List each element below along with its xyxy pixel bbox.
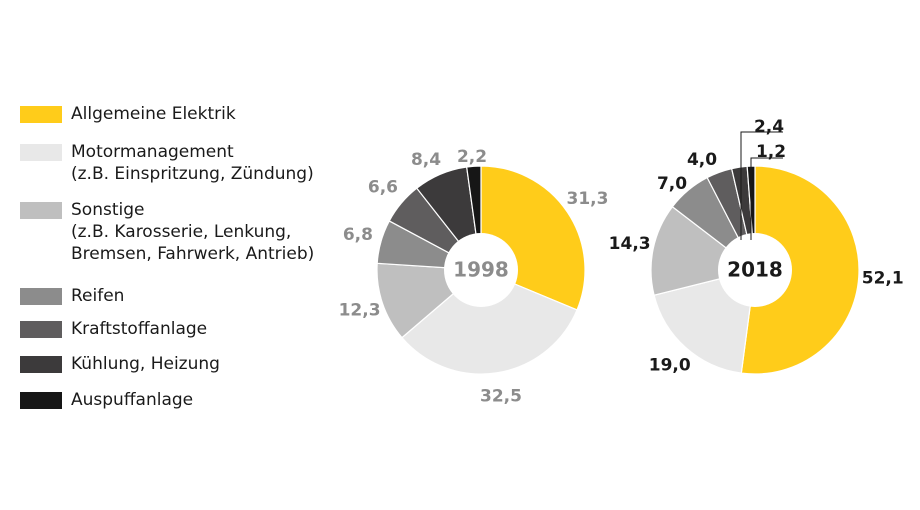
legend-swatch: [20, 392, 62, 409]
data-label: 1,2: [756, 142, 786, 162]
legend-item: Kraftstoffanlage: [20, 318, 401, 340]
data-label: 2,4: [754, 117, 784, 137]
data-label: 52,1: [862, 268, 904, 288]
legend-item: Sonstige (z.B. Karosserie, Lenkung, Brems…: [20, 199, 401, 265]
legend-swatch: [20, 321, 62, 338]
data-label: 32,5: [480, 386, 522, 406]
donut-hole: [444, 233, 518, 307]
legend-label: Motormanagement: [71, 142, 234, 162]
data-label: 31,3: [566, 189, 608, 209]
legend-swatch: [20, 288, 62, 305]
legend-label: Allgemeine Elektrik: [71, 104, 236, 124]
data-label: 6,8: [343, 225, 373, 245]
donut-year-label: 2018: [727, 258, 783, 282]
legend-label: Kühlung, Heizung: [71, 354, 220, 374]
legend-item: Motormanagement (z.B. Einspritzung, Zündu…: [20, 141, 401, 185]
legend-item: Reifen: [20, 285, 401, 307]
donut-slice: [401, 269, 578, 375]
data-label: 12,3: [339, 300, 381, 320]
legend-swatch: [20, 144, 62, 161]
donut-slice: [740, 165, 860, 375]
label-leader-lines: [740, 131, 783, 240]
data-label: 8,4: [411, 150, 441, 170]
legend-item: Auspuffanlage: [20, 389, 401, 411]
data-label: 6,6: [368, 178, 398, 198]
legend-label: Reifen: [71, 286, 125, 306]
legend-swatch: [20, 356, 62, 373]
legend-item: Kühlung, Heizung: [20, 353, 401, 375]
data-label: 19,0: [649, 355, 691, 375]
legend-item: Allgemeine Elektrik: [20, 103, 401, 125]
data-label: 4,0: [687, 150, 717, 170]
donut-year-label: 1998: [453, 258, 509, 282]
legend-sublabel: (z.B. Einspritzung, Zündung): [71, 164, 314, 184]
legend-swatch: [20, 106, 62, 123]
legend-swatch: [20, 202, 62, 219]
legend-label: Kraftstoffanlage: [71, 319, 208, 339]
legend-label: Auspuffanlage: [71, 390, 194, 410]
data-label: 7,0: [657, 174, 687, 194]
donut-2018: 52,1 19,0 14,3 7,04,0 2,4 1,2 2018: [609, 117, 904, 375]
legend-sublabel: (z.B. Karosserie, Lenkung, Bremsen, Fahr…: [71, 222, 315, 264]
donut-1998: 31,3 32,5 12,3 6,8 6,6 8,4 2,2 1998: [339, 147, 609, 406]
data-label: 2,2: [457, 147, 487, 167]
data-label: 14,3: [609, 234, 651, 254]
donut-hole: [718, 233, 792, 307]
legend-label: Sonstige: [71, 200, 145, 220]
